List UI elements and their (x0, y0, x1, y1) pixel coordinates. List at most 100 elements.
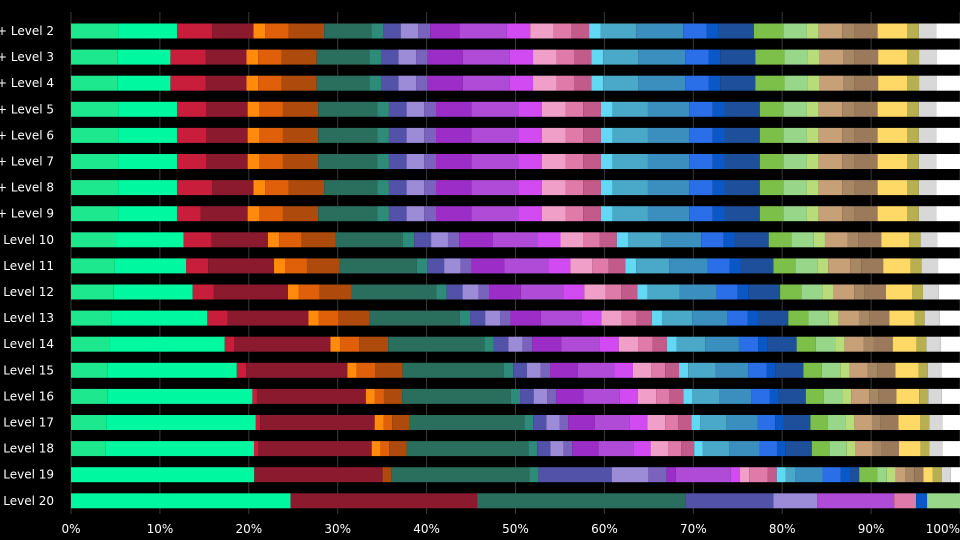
bar-segment (462, 49, 510, 65)
bar-segment (506, 23, 531, 39)
bar-segment (424, 206, 437, 222)
bar-segment (801, 284, 823, 300)
bar-segment (873, 336, 893, 352)
bar-segment (757, 415, 776, 430)
bar-segment (859, 467, 878, 483)
bar-segment (377, 101, 389, 117)
bar-segment (936, 206, 960, 222)
bar-segment (559, 415, 569, 430)
bar-segment (71, 362, 108, 378)
bar-segment (553, 23, 572, 39)
bar-segment (851, 388, 870, 404)
x-tick-label: 90% (858, 522, 885, 536)
bar-segment (347, 362, 357, 378)
bar-segment (759, 154, 784, 169)
bar-segment (599, 232, 617, 248)
bar-segment (338, 310, 370, 326)
bar-segment (666, 467, 676, 483)
bar-segment (577, 362, 615, 378)
bar-segment (518, 206, 542, 222)
bar-segment (371, 441, 381, 457)
bar-segment (628, 232, 662, 248)
bar-segment (892, 336, 917, 352)
bar-segment (936, 127, 960, 143)
bar-segment (594, 415, 630, 430)
bar-segment (533, 388, 548, 404)
bar-segment (818, 127, 843, 143)
bar-segment (513, 362, 528, 378)
bar-segment (907, 127, 919, 143)
bar-segment (504, 258, 549, 274)
bar-segment (788, 310, 809, 326)
bar-segment (666, 336, 677, 352)
bar-segment (471, 154, 519, 169)
bar-segment (669, 388, 684, 404)
bar-segment (71, 336, 110, 352)
bar-segment (424, 101, 437, 117)
bar-segment (510, 310, 541, 326)
bar-segment (708, 49, 721, 65)
bar-segment (206, 154, 248, 169)
bar-segment (921, 258, 939, 274)
bar-segment (842, 101, 855, 117)
bar-segment (727, 310, 748, 326)
bar-segment (478, 284, 490, 300)
bar-segment (118, 206, 177, 222)
bar-segment (854, 206, 878, 222)
bar-segment (638, 49, 686, 65)
bar-segment (258, 49, 282, 65)
bar-segment (584, 284, 606, 300)
bar-segment (598, 441, 634, 457)
bar-row (71, 415, 960, 430)
bar-segment (724, 127, 760, 143)
bar-segment (583, 101, 601, 117)
bar-segment (600, 154, 613, 169)
bar-segment (369, 310, 460, 326)
bar-segment (881, 232, 910, 248)
bar-segment (878, 49, 908, 65)
bar-segment (678, 415, 692, 430)
bar-segment (540, 310, 582, 326)
bar-segment (683, 388, 693, 404)
bar-segment (898, 441, 921, 457)
bar-segment (795, 258, 818, 274)
bar-segment (784, 75, 808, 91)
bar-segment (71, 101, 119, 117)
bar-segment (785, 467, 796, 483)
bar-segment (356, 362, 376, 378)
bar-segment (176, 127, 207, 143)
bar-segment (689, 127, 713, 143)
bar-segment (281, 49, 317, 65)
bar-segment (936, 23, 960, 39)
bar-segment (117, 75, 171, 91)
bar-segment (929, 415, 943, 430)
bar-segment (621, 284, 638, 300)
bar-segment (427, 49, 463, 65)
bar-segment (927, 493, 960, 509)
bar-segment (365, 388, 375, 404)
bar-segment (918, 206, 937, 222)
y-category-label: Level 18 (3, 442, 54, 456)
bar-segment (783, 415, 811, 430)
bar-segment (942, 415, 960, 430)
bar-segment (259, 206, 283, 222)
bar-segment (546, 415, 560, 430)
bar-row (71, 258, 960, 274)
bar-segment (520, 284, 564, 300)
bar-segment (416, 49, 428, 65)
bar-segment (351, 284, 437, 300)
x-tick-label: 70% (680, 522, 707, 536)
bar-segment (612, 180, 648, 196)
bar-segment (854, 49, 879, 65)
bar-segment (929, 441, 943, 457)
y-category-label: Level 20 (3, 494, 54, 508)
bar-segment (406, 206, 425, 222)
bar-segment (638, 75, 686, 91)
bar-segment (776, 467, 786, 483)
bar-segment (583, 180, 601, 196)
bar-segment (324, 180, 378, 196)
bar-segment (818, 23, 843, 39)
bar-segment (246, 75, 259, 91)
bar-segment (599, 336, 619, 352)
bar-segment (916, 493, 928, 509)
